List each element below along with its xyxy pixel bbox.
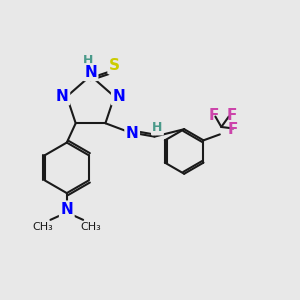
Text: F: F	[227, 122, 238, 137]
Text: N: N	[60, 202, 73, 217]
Text: N: N	[112, 89, 125, 104]
Text: H: H	[82, 54, 93, 67]
Text: S: S	[109, 58, 120, 73]
Text: N: N	[126, 126, 139, 141]
Text: F: F	[209, 108, 219, 123]
Text: N: N	[56, 89, 69, 104]
Text: F: F	[226, 108, 237, 123]
Text: CH₃: CH₃	[80, 222, 101, 232]
Text: CH₃: CH₃	[33, 222, 53, 232]
Text: H: H	[152, 121, 163, 134]
Text: N: N	[84, 64, 97, 80]
